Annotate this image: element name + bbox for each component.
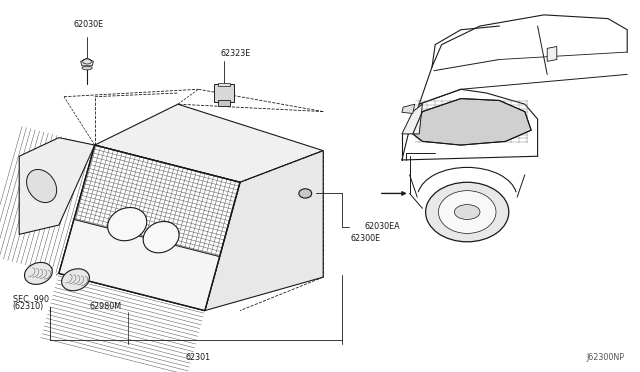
- Polygon shape: [81, 58, 93, 66]
- Text: J62300NP: J62300NP: [586, 353, 624, 362]
- Ellipse shape: [143, 221, 179, 253]
- Bar: [218, 100, 230, 106]
- Polygon shape: [95, 104, 323, 182]
- Polygon shape: [205, 151, 323, 311]
- Polygon shape: [59, 145, 240, 311]
- Ellipse shape: [438, 190, 496, 234]
- Text: 62323E: 62323E: [221, 49, 251, 58]
- Polygon shape: [402, 104, 422, 134]
- Ellipse shape: [61, 269, 90, 291]
- Text: 62300E: 62300E: [351, 234, 381, 243]
- Text: (62310): (62310): [13, 302, 44, 311]
- Bar: [218, 83, 230, 86]
- Ellipse shape: [24, 263, 52, 284]
- Text: 62980M: 62980M: [90, 302, 122, 311]
- Polygon shape: [413, 99, 531, 145]
- Ellipse shape: [426, 182, 509, 242]
- Polygon shape: [19, 138, 95, 234]
- Ellipse shape: [82, 66, 92, 70]
- Bar: [214, 84, 234, 102]
- Ellipse shape: [27, 170, 56, 202]
- Polygon shape: [547, 46, 557, 61]
- Polygon shape: [59, 219, 220, 311]
- Text: 62030EA: 62030EA: [365, 222, 401, 231]
- Ellipse shape: [108, 208, 147, 241]
- Polygon shape: [402, 104, 415, 113]
- Text: SEC. 990: SEC. 990: [13, 295, 49, 304]
- Circle shape: [454, 205, 480, 219]
- Text: 62301: 62301: [186, 353, 211, 362]
- Text: 62030E: 62030E: [74, 20, 104, 29]
- Ellipse shape: [299, 189, 312, 198]
